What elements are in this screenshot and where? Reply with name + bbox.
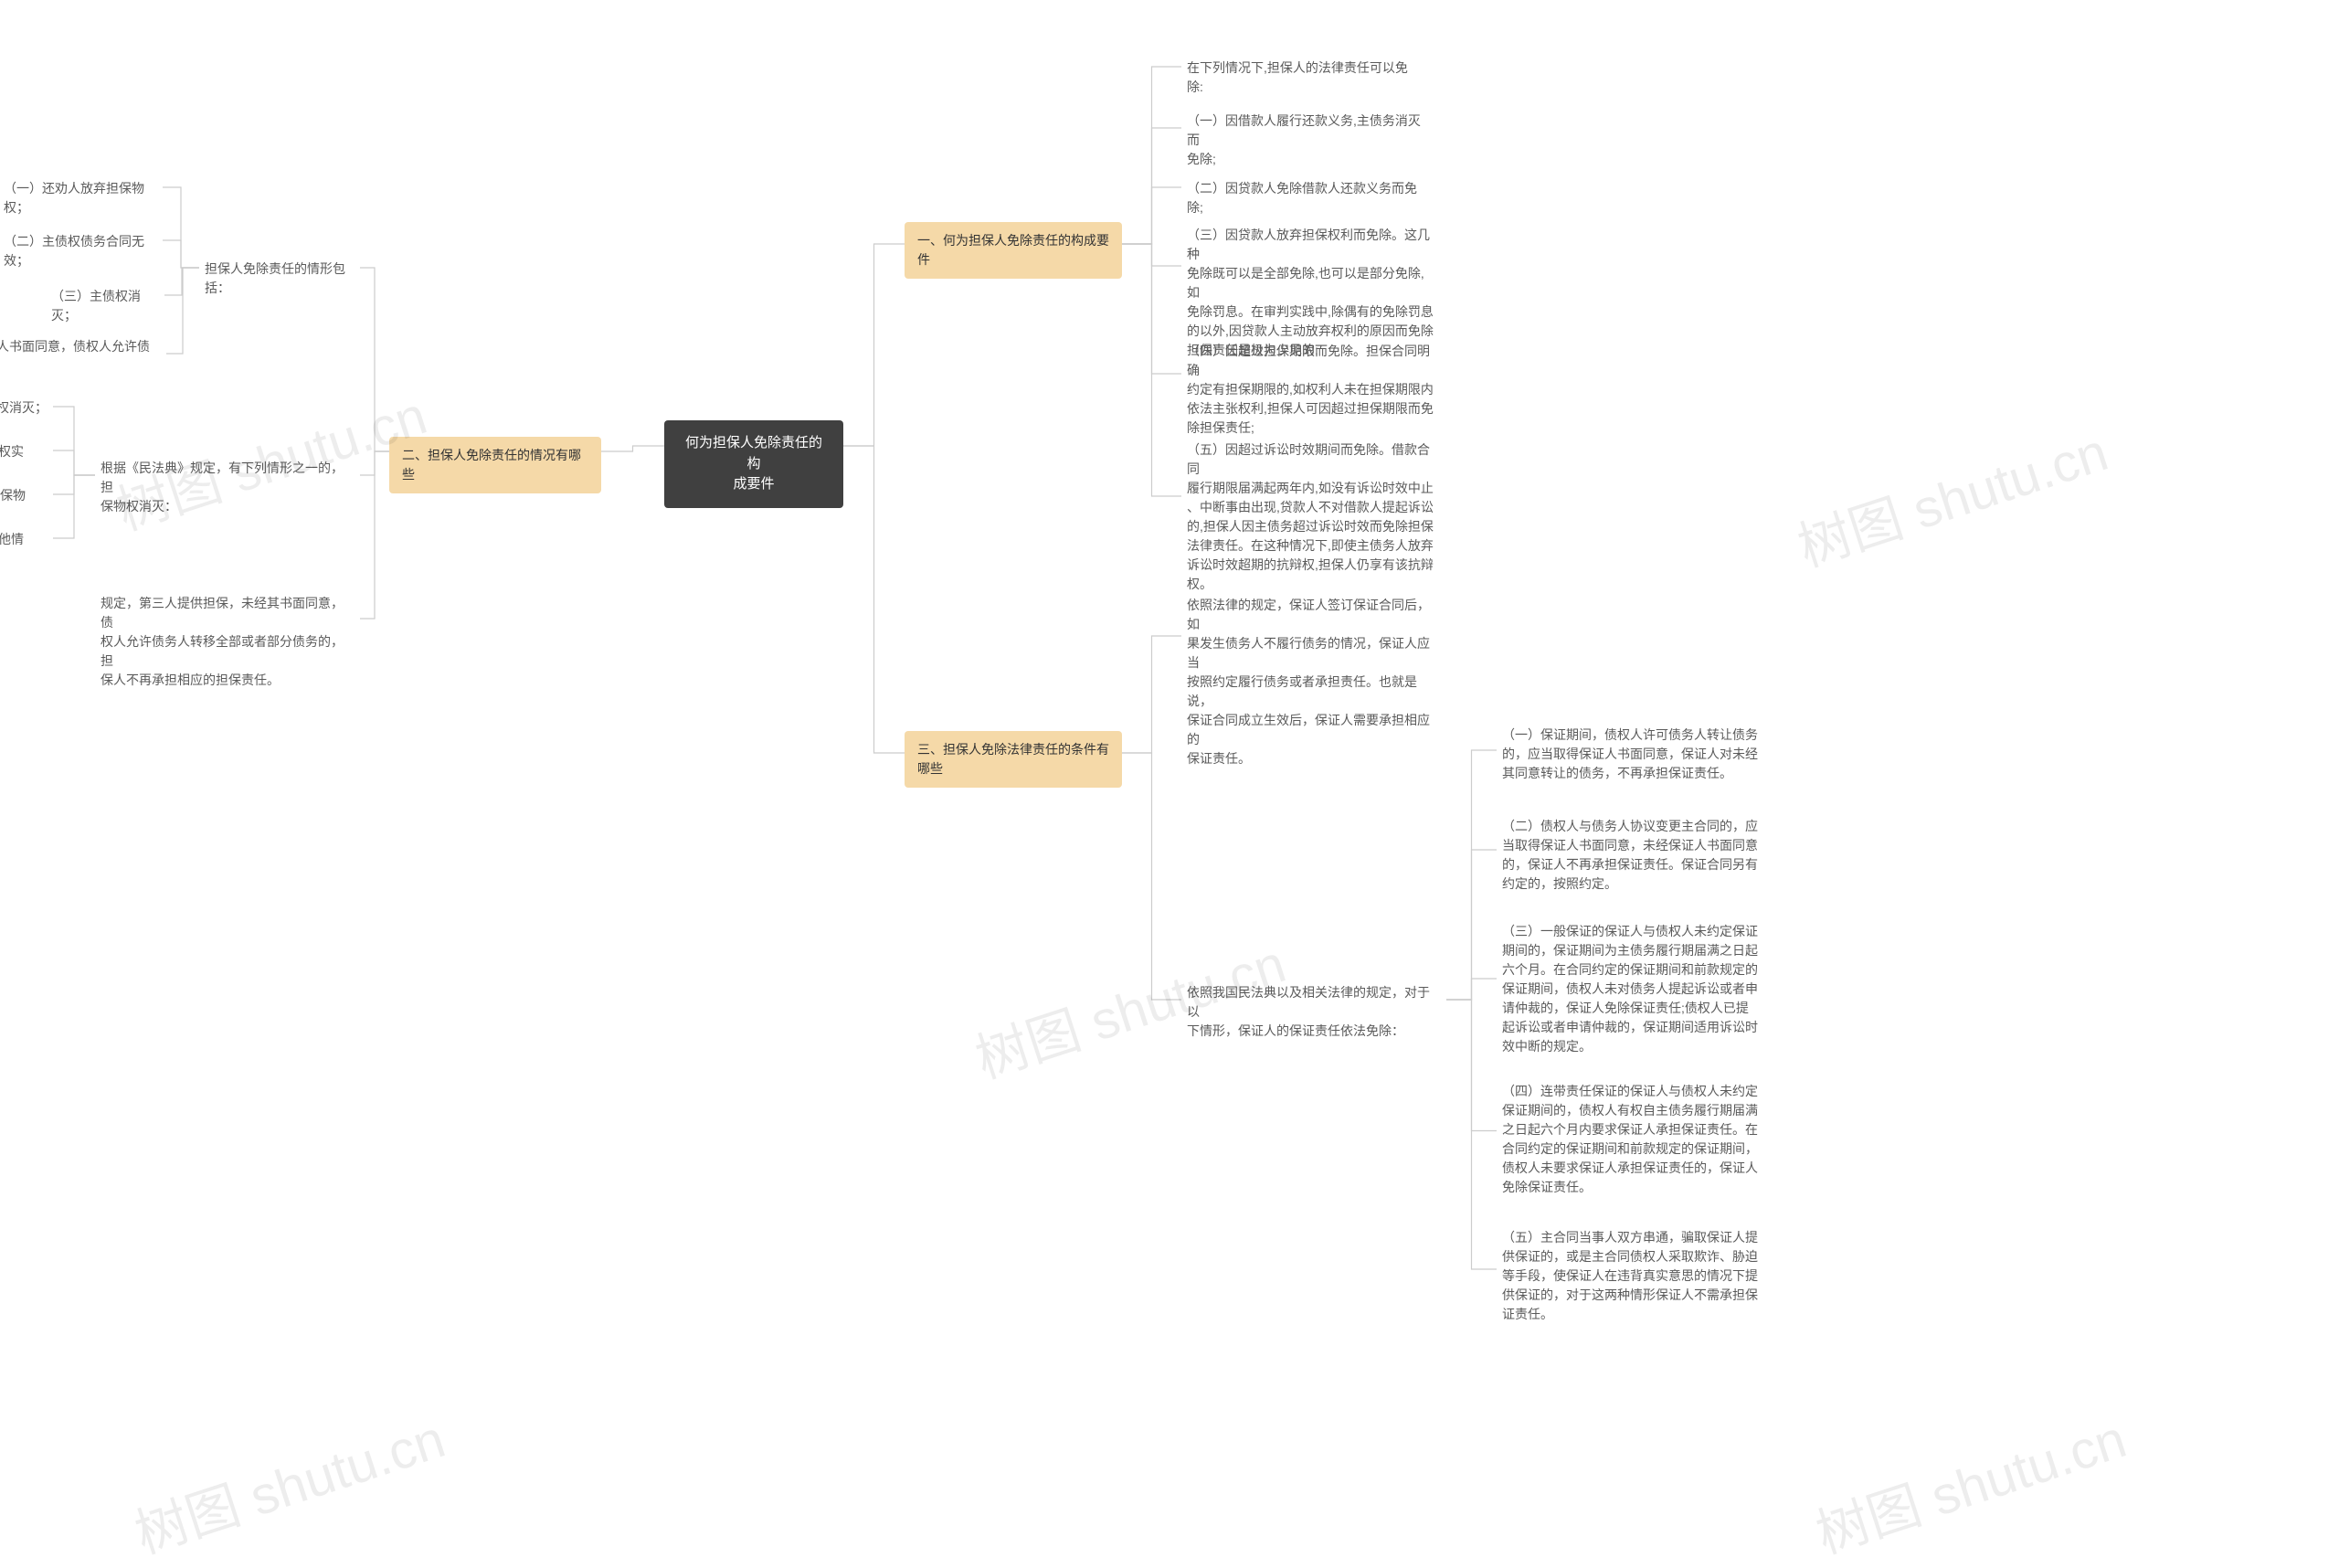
mindmap-node-b1: 一、何为担保人免除责任的构成要件 [905,222,1122,279]
mindmap-node-b2c1d: （四）法律规定担保物权消灭的其他情形。 [0,526,53,572]
mindmap-node-b2c0d: （四）未经担保人书面同意，债权人允许债务人转移债务。 [0,334,166,398]
mindmap-canvas: 树图 shutu.cn树图 shutu.cn树图 shutu.cn树图 shut… [0,0,2339,1525]
mindmap-node-b3c1c: （三）一般保证的保证人与债权人未约定保证期间的，保证期间为主债务履行期届满之日起… [1497,918,1766,1060]
mindmap-node-b2c0: 担保人免除责任的情形包括： [199,256,360,302]
mindmap-node-b3: 三、担保人免除法律责任的条件有哪些 [905,731,1122,788]
mindmap-node-b2c0b: （二）主债权债务合同无效； [0,228,163,274]
mindmap-node-b3c1: 依照我国民法典以及相关法律的规定，对于以下情形，保证人的保证责任依法免除： [1181,980,1446,1044]
mindmap-node-b1c0: 在下列情况下,担保人的法律责任可以免除: [1181,55,1426,101]
mindmap-node-b3c1a: （一）保证期间，债权人许可债务人转让债务的，应当取得保证人书面同意，保证人对未经… [1497,722,1766,787]
mindmap-node-b1c2: （二）因贷款人免除借款人还款义务而免除; [1181,175,1437,221]
mindmap-node-b2c1a: （一）主债权消灭； [0,395,53,421]
mindmap-node-b2c0c: （三）主债权消灭； [46,283,164,329]
mindmap-node-b3c1e: （五）主合同当事人双方串通，骗取保证人提供保证的，或是主合同债权人采取欺诈、胁迫… [1497,1224,1766,1328]
mindmap-node-b3c1b: （二）债权人与债务人协议变更主合同的，应当取得保证人书面同意，未经保证人书面同意… [1497,813,1766,897]
connector-layer [0,0,2339,1525]
mindmap-node-b2c1: 根据《民法典》规定，有下列情形之一的，担保物权消灭： [95,455,360,520]
watermark: 树图 shutu.cn [1787,409,2116,581]
mindmap-node-b2c1c: （三）债权人放弃担保物权； [0,482,53,528]
mindmap-node-b1c1: （一）因借款人履行还款义务,主债务消灭而免除; [1181,108,1430,173]
mindmap-node-b3c0: 依照法律的规定，保证人签订保证合同后，如果发生债务人不履行债务的情况，保证人应当… [1181,592,1446,772]
mindmap-node-b1c4: （四）因超过担保期限而免除。担保合同明确约定有担保期限的,如权利人未在担保期限内… [1181,338,1442,441]
mindmap-node-b1c5: （五）因超过诉讼时效期间而免除。借款合同履行期限届满起两年内,如没有诉讼时效中止… [1181,437,1442,598]
watermark: 树图 shutu.cn [124,1396,453,1568]
mindmap-node-b2c1b: （二）担保物权实现； [0,439,53,484]
mindmap-node-b2: 二、担保人免除责任的情况有哪些 [389,437,601,493]
watermark: 树图 shutu.cn [1805,1396,2134,1568]
mindmap-node-b3c1d: （四）连带责任保证的保证人与债权人未约定保证期间的，债权人有权自主债务履行期届满… [1497,1078,1766,1201]
mindmap-node-root: 何为担保人免除责任的构成要件 [664,420,843,508]
mindmap-node-b2c2: 规定，第三人提供担保，未经其书面同意，债权人允许债务人转移全部或者部分债务的，担… [95,590,360,694]
mindmap-node-b2c0a: （一）还劝人放弃担保物权； [0,175,163,221]
